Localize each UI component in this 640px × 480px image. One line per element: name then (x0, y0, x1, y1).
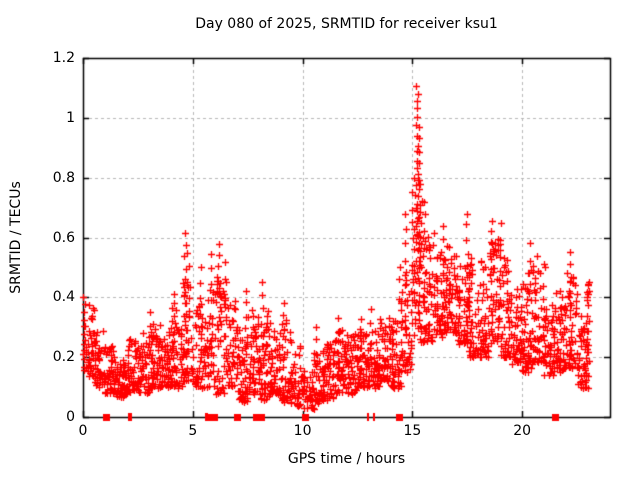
x-tick-label: 0 (78, 423, 88, 439)
y-tick-label: 0.6 (52, 229, 75, 246)
x-tick-label: 20 (513, 423, 532, 439)
x-tick-label: 5 (188, 423, 198, 439)
y-tick-label: 0.4 (52, 289, 75, 306)
chart-title: Day 080 of 2025, SRMTID for receiver ksu… (195, 16, 498, 32)
x-tick-label: 15 (403, 423, 422, 439)
y-tick-label: 0 (66, 409, 75, 425)
x-tick-label: 10 (293, 423, 312, 439)
y-tick-label: 0.2 (52, 349, 75, 366)
y-tick-label: 0.8 (52, 169, 75, 186)
y-tick-label: 1.2 (52, 50, 75, 66)
y-tick-label: 1 (66, 109, 75, 126)
x-axis-label: GPS time / hours (287, 451, 406, 467)
